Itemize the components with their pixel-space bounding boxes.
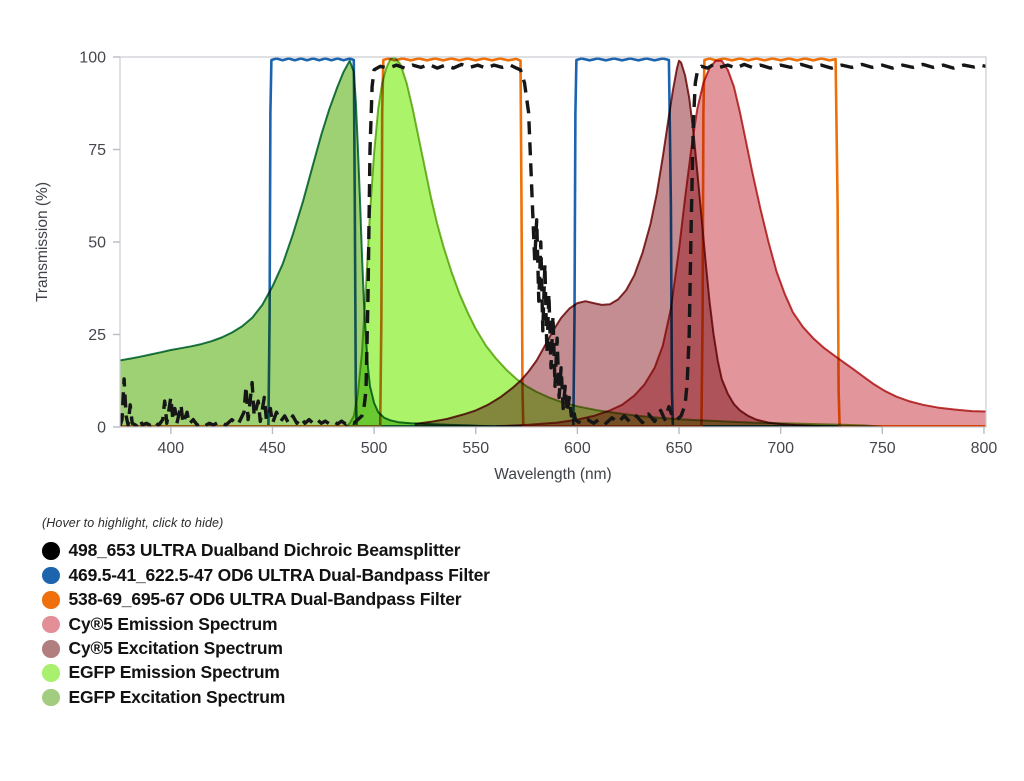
- legend-item-cy5-excitation[interactable]: Cy®5 Excitation Spectrum: [42, 637, 490, 661]
- series-cy5-excitation-fill[interactable]: [414, 60, 842, 427]
- x-tick-label: 700: [767, 440, 794, 457]
- legend-label: 469.5-41_622.5-47 OD6 ULTRA Dual-Bandpas…: [68, 564, 490, 585]
- legend-item-blue-filter[interactable]: 469.5-41_622.5-47 OD6 ULTRA Dual-Bandpas…: [42, 563, 490, 587]
- x-tick-label: 800: [971, 440, 998, 457]
- legend-item-egfp-emission[interactable]: EGFP Emission Spectrum: [42, 661, 490, 685]
- x-tick-label: 650: [666, 440, 693, 457]
- legend-label: 538-69_695-67 OD6 ULTRA Dual-Bandpass Fi…: [68, 589, 462, 610]
- series-egfp-excitation-fill[interactable]: [120, 60, 497, 427]
- x-tick-label: 500: [361, 440, 388, 457]
- x-tick-label: 550: [462, 440, 489, 457]
- y-tick-label: 50: [88, 235, 106, 252]
- legend-swatch-cy5-emission: [42, 615, 60, 634]
- legend: 498_653 ULTRA Dualband Dichroic Beamspli…: [42, 539, 490, 710]
- legend-label: Cy®5 Emission Spectrum: [68, 613, 278, 634]
- legend-label: Cy®5 Excitation Spectrum: [68, 638, 283, 658]
- legend-item-orange-filter[interactable]: 538-69_695-67 OD6 ULTRA Dual-Bandpass Fi…: [42, 588, 490, 612]
- y-tick-label: 75: [88, 142, 106, 159]
- legend-swatch-dichroic: [42, 542, 60, 560]
- series-cy5-emission-fill[interactable]: [496, 60, 986, 427]
- series-cy5-emission-curve[interactable]: [496, 59, 986, 427]
- x-tick-label: 400: [157, 440, 184, 457]
- plot-area[interactable]: [120, 57, 986, 427]
- legend-hint: (Hover to highlight, click to hide): [42, 516, 224, 530]
- y-axis-title: Transmission (%): [34, 182, 51, 302]
- series-egfp-emission-fill[interactable]: [345, 57, 883, 427]
- series-dichroic-curve[interactable]: [120, 62, 986, 427]
- spectra-chart: 400 450 500 550 600 650 700 750 800 0 25 50 75 100 Wav…: [0, 0, 1024, 505]
- legend-swatch-egfp-excitation: [42, 688, 60, 707]
- legend-swatch-cy5-excitation: [42, 640, 60, 658]
- x-tick-label: 450: [259, 440, 286, 457]
- legend-label: 498_653 ULTRA Dualband Dichroic Beamspli…: [68, 540, 461, 561]
- x-axis-title: Wavelength (nm): [494, 466, 611, 483]
- y-tick-label: 25: [88, 327, 106, 344]
- legend-label: EGFP Emission Spectrum: [68, 662, 280, 683]
- x-tick-label: 750: [869, 440, 896, 457]
- y-tick-label: 0: [97, 420, 106, 437]
- legend-item-cy5-emission[interactable]: Cy®5 Emission Spectrum: [42, 612, 490, 636]
- spectra-plot[interactable]: 400 450 500 550 600 650 700 750 800 0 25 50 75 100 Wav…: [0, 0, 1024, 505]
- legend-swatch-blue-filter: [42, 566, 60, 585]
- legend-label: EGFP Excitation Spectrum: [68, 686, 286, 707]
- legend-item-egfp-excitation[interactable]: EGFP Excitation Spectrum: [42, 685, 490, 709]
- legend-swatch-orange-filter: [42, 591, 60, 609]
- legend-swatch-egfp-emission: [42, 664, 60, 682]
- x-tick-label: 600: [564, 440, 591, 457]
- legend-item-dichroic[interactable]: 498_653 ULTRA Dualband Dichroic Beamspli…: [42, 539, 490, 563]
- y-tick-label: 100: [79, 50, 106, 67]
